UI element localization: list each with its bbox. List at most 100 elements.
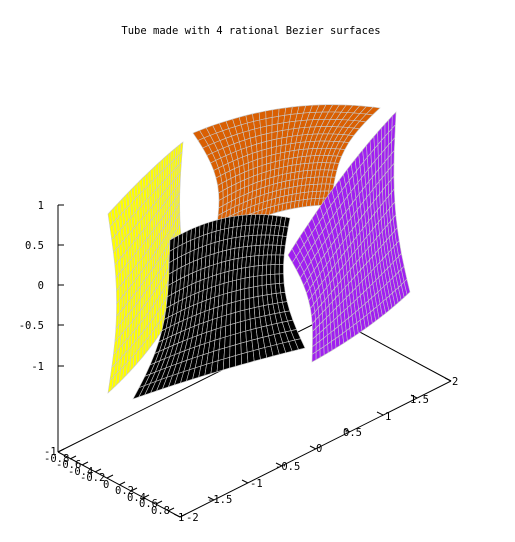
- x-tick-label: 1: [178, 512, 184, 524]
- z-tick-label: 0: [38, 280, 44, 292]
- surface-cell: [248, 296, 255, 310]
- surface-cell: [240, 277, 246, 291]
- y-tick-label: -2: [186, 512, 199, 524]
- chart-title: Tube made with 4 rational Bezier surface…: [121, 25, 380, 37]
- y-tick-label: -0.5: [275, 461, 300, 473]
- x-tick-label: -0.2: [80, 472, 105, 484]
- surface-cell: [244, 297, 250, 311]
- surface-cell: [278, 264, 284, 275]
- surface-cell: [279, 282, 286, 294]
- surface-cell: [218, 336, 226, 351]
- surface-cell: [240, 330, 247, 344]
- surface-cell: [235, 321, 241, 335]
- surface-cell: [224, 335, 231, 349]
- surface-cell: [226, 302, 232, 316]
- surface-cell: [239, 298, 246, 312]
- x-tick-label: -0.8: [44, 453, 69, 465]
- surface-cell: [270, 264, 276, 275]
- surface-cell: [229, 344, 236, 358]
- x-tick-label: 0.6: [139, 498, 158, 510]
- surface-cell: [265, 264, 272, 276]
- surface-cell: [230, 312, 236, 326]
- y-tick-label: 0.5: [343, 427, 362, 439]
- z-axis-ticks: [58, 204, 64, 367]
- surface-cell: [235, 278, 242, 292]
- surface-cell: [253, 275, 259, 288]
- x-tick-mark: [106, 474, 114, 479]
- surface-cell: [216, 358, 225, 373]
- y-axis-ticks: [173, 377, 452, 518]
- z-tick-label: 0.5: [25, 240, 44, 252]
- x-tick-mark: [130, 487, 138, 492]
- y-tick-mark: [410, 394, 418, 399]
- x-tick-mark: [118, 481, 126, 486]
- y-tick-mark: [275, 462, 283, 467]
- surface-patch: [192, 104, 381, 239]
- x-axis-ticks: [57, 448, 187, 518]
- x-tick-label: 0: [103, 479, 109, 491]
- surface-patch: [107, 141, 188, 394]
- surface-cell: [235, 332, 242, 346]
- surface-cell: [235, 353, 243, 367]
- x-tick-label: 0.2: [115, 485, 134, 497]
- z-tick-label: 1: [38, 200, 44, 212]
- surface-cell: [230, 301, 237, 315]
- x-tick-mark: [167, 507, 175, 512]
- surface-cell: [257, 275, 263, 287]
- surface-cell: [270, 273, 276, 285]
- y-tick-mark: [207, 496, 215, 501]
- x-tick-mark: [57, 448, 65, 453]
- x-tick-mark: [69, 455, 77, 460]
- surface-cell: [403, 278, 411, 296]
- surface-cell: [224, 324, 231, 338]
- x-tick-label: -0.6: [56, 459, 81, 471]
- x-tick-mark: [155, 500, 163, 505]
- x-tick-mark: [94, 468, 102, 473]
- surface-cell: [257, 264, 263, 277]
- y-tick-mark: [241, 479, 249, 484]
- y-tick-mark: [376, 411, 384, 416]
- surface-cell: [279, 245, 286, 256]
- surface-cell: [278, 273, 285, 284]
- surface-cell: [222, 356, 231, 371]
- y-tick-mark: [173, 513, 181, 518]
- surface-cell: [235, 310, 241, 324]
- x-tick-mark: [81, 461, 89, 466]
- y-tick-label: -1.5: [207, 494, 232, 506]
- surface-cell: [235, 300, 241, 313]
- surface-cell: [239, 309, 246, 323]
- y-tick-label: 1: [385, 411, 391, 423]
- surface-cell: [265, 274, 272, 286]
- surface-cell: [235, 289, 241, 302]
- surface-cell: [240, 351, 249, 365]
- surface-cell: [261, 264, 268, 276]
- surface-cell: [239, 288, 246, 301]
- surface-cell: [274, 273, 280, 285]
- z-tick-label: -0.5: [19, 320, 44, 332]
- x-tick-label: -1: [44, 446, 57, 458]
- surface-cell: [294, 338, 306, 350]
- surface-cell: [223, 345, 231, 360]
- y-tick-label: 1.5: [410, 394, 429, 406]
- surface-cell: [248, 286, 255, 299]
- x-tick-label: 0.4: [127, 492, 146, 504]
- surface-cell: [235, 342, 242, 357]
- surface-cell: [229, 322, 236, 336]
- y-tick-mark: [343, 428, 351, 433]
- surface-cell: [248, 276, 254, 289]
- surface-cell: [257, 285, 263, 297]
- surface-cell: [253, 285, 259, 298]
- x-tick-mark: [179, 513, 187, 518]
- surface-cell: [244, 287, 250, 300]
- z-tick-label: -1: [31, 361, 44, 373]
- surface-cell: [240, 320, 247, 333]
- surface-patches: [107, 104, 411, 400]
- y-tick-mark: [444, 377, 452, 382]
- y-tick-label: 2: [452, 376, 458, 388]
- y-tick-mark: [309, 445, 317, 450]
- x-tick-mark: [142, 494, 150, 499]
- surface-patch: [287, 111, 411, 363]
- surface-patch: [132, 214, 306, 400]
- y-tick-label: 0: [316, 443, 322, 455]
